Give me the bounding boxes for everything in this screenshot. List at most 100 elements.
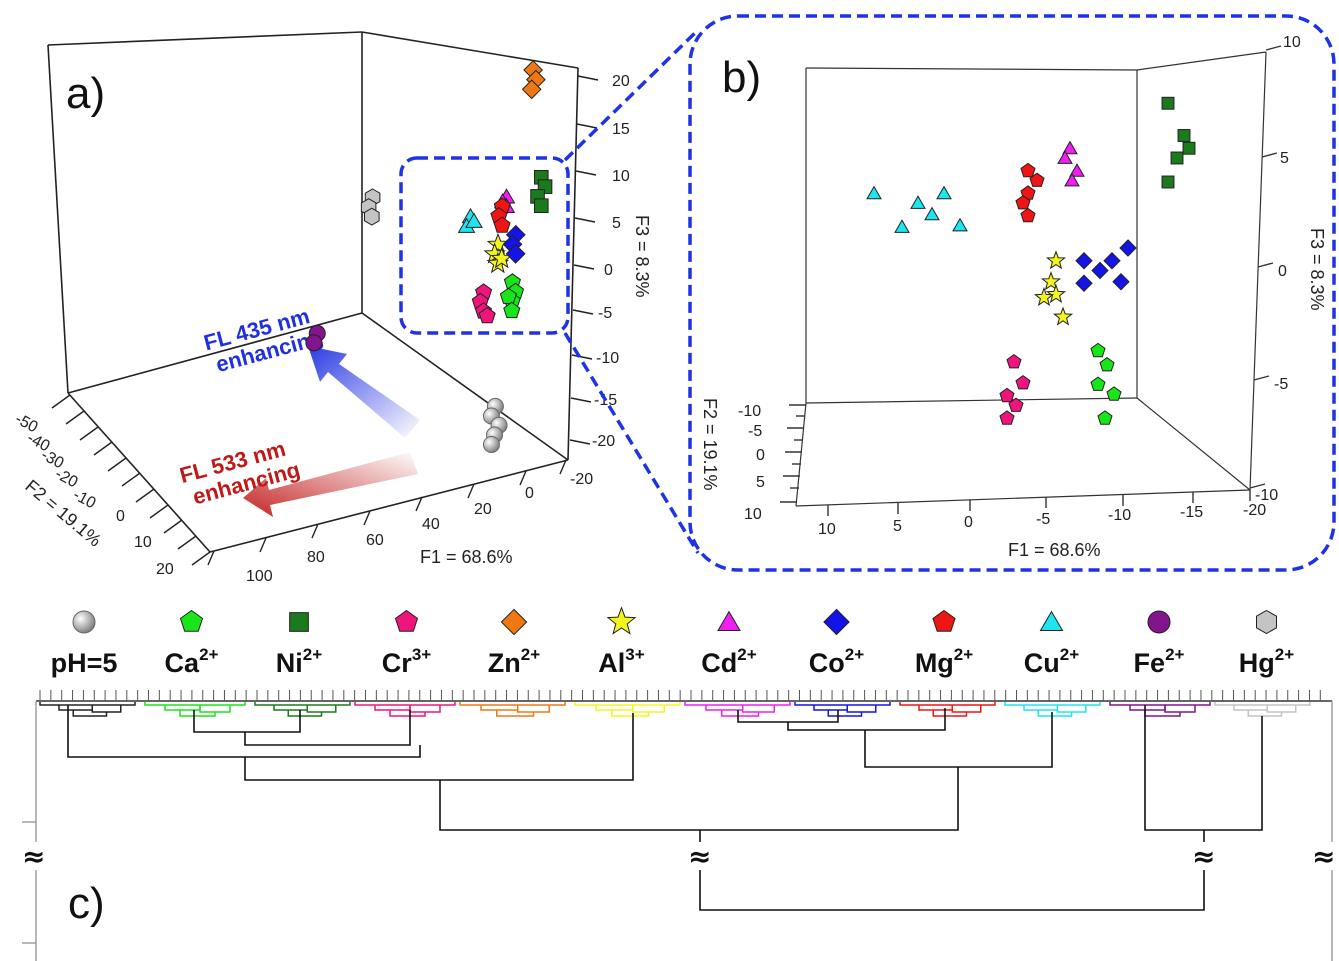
panel-b-zoom-frame (688, 14, 1336, 572)
panel-b-y-axis-ticks (780, 404, 806, 503)
legend-item: Cd2+ (701, 610, 757, 678)
data-point-ni2 (534, 198, 549, 214)
link-root (699, 830, 1205, 911)
legend-item: Zn2+ (488, 608, 540, 678)
x-tick-label: 20 (474, 501, 492, 518)
leaf-cluster (354, 702, 456, 717)
zoom-connector-bottom (563, 332, 700, 554)
legend-label: Al3+ (598, 645, 644, 678)
data-point-al3 (1045, 283, 1067, 304)
data-point-cu2 (866, 185, 882, 200)
x-tick-label: 60 (366, 532, 384, 549)
y-tick-label: 20 (156, 561, 174, 578)
blue-enhancing-arrow (308, 346, 420, 438)
panel-b-x-tick-labels: 10 5 0 -5 -10 -15 -20 (818, 502, 1266, 538)
blue-diamond-icon (823, 608, 850, 636)
leaf-cluster (794, 702, 891, 717)
y-tick-label: 5 (756, 474, 765, 491)
pink-pentagon-icon (394, 609, 419, 632)
panel-a-y-axis-ticks (51, 394, 211, 566)
panel-b-y-axis-label: F2 = 19.1% (700, 398, 720, 491)
data-point-ni2 (1161, 96, 1175, 110)
x-tick-label: -15 (1180, 504, 1203, 521)
data-point-mg2 (493, 216, 511, 233)
data-point-cr3 (1006, 353, 1022, 369)
z-tick-label: 0 (604, 262, 613, 279)
panel-b-z-tick-labels: 10 5 0 -5 -10 (1255, 34, 1301, 504)
data-point-cr3 (1015, 374, 1031, 390)
data-point-ca2 (499, 287, 517, 304)
data-point-cu2 (894, 219, 910, 233)
link-mg-cu (864, 712, 1053, 768)
panel-a-label: a) (66, 69, 105, 118)
legend-item: Ca2+ (165, 609, 219, 678)
data-point-zn2 (521, 79, 542, 100)
gray-hexagon-icon (1256, 609, 1277, 635)
axis-break-symbol: ≈ (1312, 840, 1335, 873)
dendrogram-leaf-ticks (39, 690, 1321, 701)
z-tick-label: -5 (598, 305, 612, 322)
legend-label: Cd2+ (701, 645, 756, 678)
leaf-cluster (1109, 702, 1211, 717)
dendrogram-leaf-clusters (39, 702, 1311, 717)
z-tick-label: -20 (592, 433, 615, 450)
leaf-cluster (254, 702, 351, 717)
z-tick-label: 5 (1280, 150, 1289, 167)
data-point-cr3 (1008, 397, 1024, 412)
data-point-al3 (1045, 250, 1067, 270)
data-point-ni2 (1182, 141, 1196, 155)
z-tick-label: 20 (612, 73, 630, 90)
data-point-fe2 (305, 334, 323, 352)
panel-a-plot: 20 15 10 5 0 -5 -10 -15 -20 F3 = 8.3% - (12, 31, 652, 585)
link-fe-hg (1144, 705, 1263, 831)
legend-label: pH=5 (51, 648, 118, 678)
panel-b-y-tick-labels: -10 -5 0 5 10 (738, 403, 765, 523)
leaf-cluster (899, 702, 996, 717)
legend: pH=5 Ca2+ Ni2+ Cr3+ Zn2+ Al3+ Cd2+ Co2+ Mg2+ Cu2+… (51, 606, 1294, 678)
data-point-ca2 (1099, 356, 1115, 372)
panel-c-dendrogram: ≈ ≈ ≈ ≈ c) (20, 690, 1338, 961)
panel-b-markers (866, 96, 1196, 425)
link-zn-al (244, 713, 634, 781)
data-point-hg2 (364, 207, 380, 226)
panel-b-plot: 10 5 0 -5 -10 F3 = 8.3% -10 -5 0 5 10 F2… (688, 14, 1336, 572)
y-tick-label: 10 (134, 534, 152, 551)
data-point-ca2 (1106, 386, 1122, 401)
link-cdco-mg (787, 708, 946, 731)
link-ph-cluster (67, 705, 421, 758)
panel-b-x-axis-label: F1 = 68.6% (1008, 540, 1101, 560)
break-mask (1190, 842, 1218, 870)
z-tick-label: 10 (1283, 34, 1301, 51)
data-point-ca2 (1090, 342, 1106, 358)
data-point-co2 (1103, 251, 1121, 270)
red-pentagon-icon (932, 609, 956, 632)
panel-b-box-frame (795, 51, 1267, 507)
y-tick-label: -5 (748, 423, 762, 440)
legend-item: Co2+ (809, 608, 864, 678)
legend-item: Mg2+ (915, 609, 973, 678)
orange-diamond-icon (500, 608, 528, 636)
panel-b-label: b) (722, 53, 761, 102)
break-mask (20, 842, 50, 870)
panel-a-box-frame (47, 31, 579, 553)
leaf-cluster (1004, 702, 1101, 717)
legend-item: Cu2+ (1024, 610, 1079, 678)
data-point-co2 (1119, 239, 1137, 257)
data-point-cr3 (999, 387, 1015, 403)
z-tick-label: 0 (1278, 263, 1287, 280)
legend-item: pH=5 (51, 610, 118, 678)
panel-b-z-axis-label: F3 = 8.3% (1307, 228, 1327, 311)
z-tick-label: -5 (1274, 376, 1288, 393)
data-point-cd2 (1069, 163, 1085, 177)
data-point-ph5 (482, 435, 500, 453)
x-tick-label: -10 (1108, 507, 1131, 524)
leaf-cluster (459, 702, 566, 717)
legend-label: Co2+ (809, 645, 864, 678)
x-tick-label: 5 (893, 518, 902, 535)
data-point-ni2 (1177, 129, 1191, 142)
yellow-star-icon (606, 606, 637, 635)
data-point-ca2 (1097, 410, 1113, 425)
data-point-cd2 (1062, 140, 1078, 155)
x-tick-label: 100 (246, 568, 273, 585)
zoom-connector-top (563, 28, 700, 162)
